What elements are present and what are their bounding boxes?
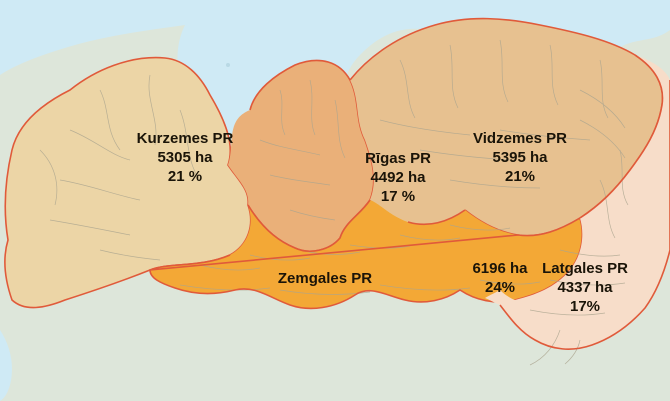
latvia-regions-map: Kurzemes PR 5305 ha 21 % Rīgas PR 4492 h… — [0, 0, 670, 401]
map-svg — [0, 0, 670, 401]
island-marker — [226, 63, 230, 67]
